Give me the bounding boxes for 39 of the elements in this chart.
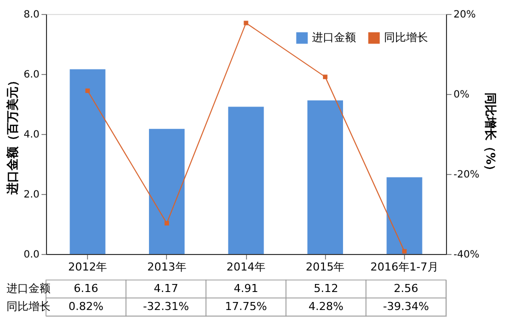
data-label: 17.75%	[225, 300, 267, 313]
y2-axis-title: 同比增长（%）	[483, 92, 498, 177]
data-label: 4.17	[154, 282, 178, 295]
data-label: 6.16	[74, 282, 98, 295]
text: 进口金额	[6, 282, 50, 295]
data-label: -39.34%	[383, 300, 429, 313]
bar	[148, 128, 185, 254]
text: 同比增长	[6, 300, 50, 313]
point	[322, 74, 328, 80]
bar	[228, 106, 264, 254]
point	[164, 221, 170, 226]
y2-tick-label: -20%	[454, 170, 480, 180]
y-axis-title: 进口金额（百万美元）	[6, 74, 20, 196]
data-label: 5.12	[314, 282, 338, 295]
bar	[307, 100, 344, 254]
y2-tick-label: -40%	[454, 250, 480, 260]
y-tick-label: 2.0	[24, 190, 40, 200]
data-label: 4.28%	[308, 300, 344, 313]
bar	[386, 177, 422, 254]
data-label: 4.91	[234, 282, 258, 295]
data-label: 0.82%	[68, 300, 104, 313]
y2-tick-label: 0%	[454, 90, 470, 100]
y-tick-label: 0.0	[24, 250, 40, 260]
y-tick-label: 8.0	[24, 10, 40, 20]
point	[402, 249, 407, 254]
data-label: -32.31%	[143, 300, 189, 313]
x-tick-label: 2014年	[226, 260, 266, 274]
y2-tick-label: 20%	[454, 10, 476, 20]
data-label: 2.56	[394, 282, 418, 295]
x-tick-label: 2013年	[147, 260, 186, 274]
legend-label: 进口金额	[312, 31, 356, 44]
y-tick-label: 4.0	[24, 130, 40, 140]
x-tick-label: 2015年	[306, 260, 345, 274]
legend-label: 同比增长	[384, 31, 428, 44]
y-tick-label: 6.0	[24, 70, 40, 80]
x-tick-label: 2016年1-7月	[370, 260, 438, 274]
point	[85, 88, 90, 93]
x-tick-label: 2012年	[68, 260, 108, 274]
bar	[70, 69, 106, 254]
